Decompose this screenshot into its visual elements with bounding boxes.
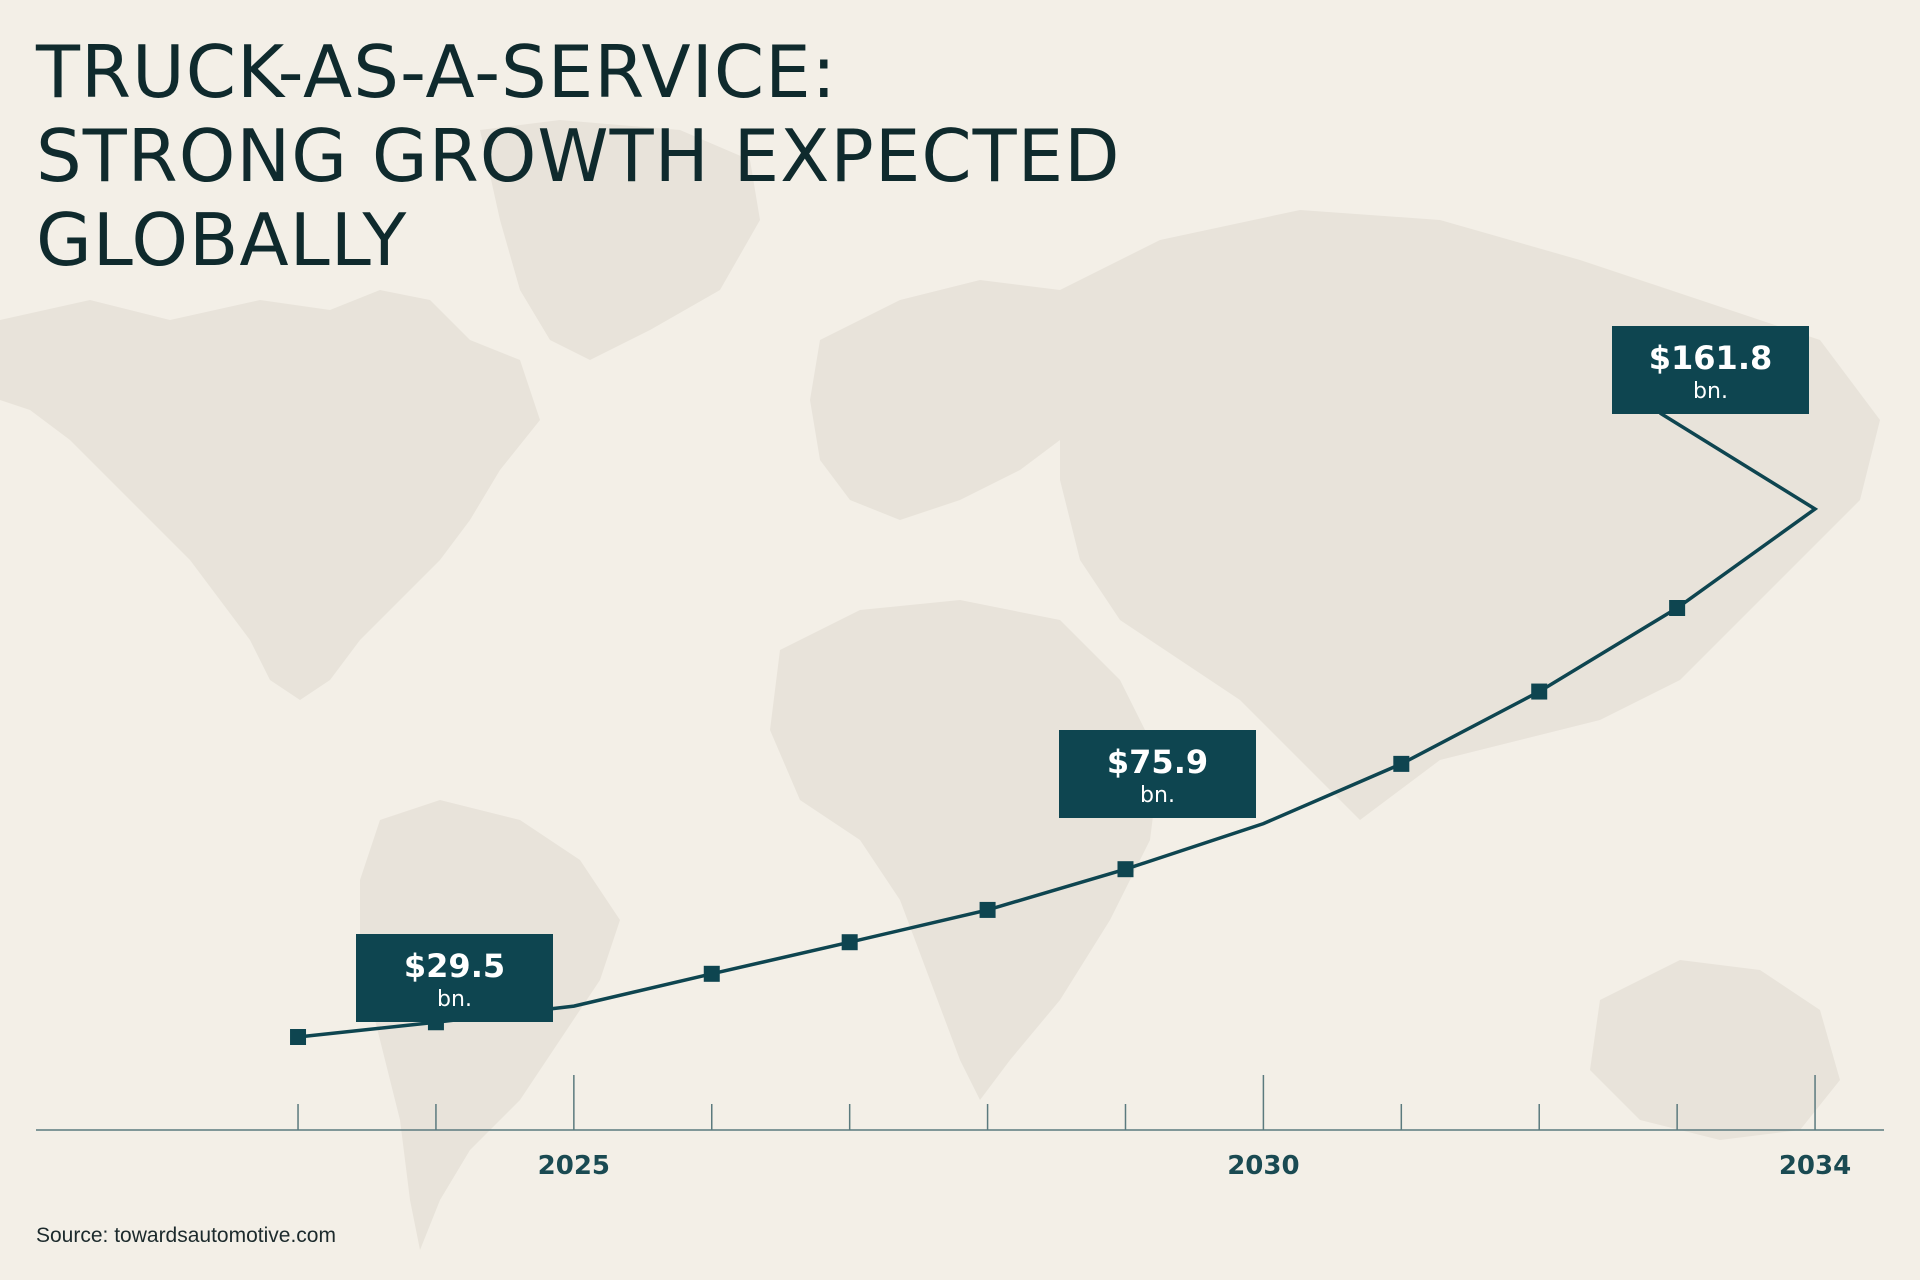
callout-unit-2030: bn. (1140, 783, 1175, 808)
data-point-2031 (1393, 755, 1410, 772)
callout-value-2030: $75.9 (1107, 743, 1208, 781)
data-point-2028 (979, 901, 996, 918)
callout-unit-2034: bn. (1693, 379, 1728, 404)
data-point-2029 (1117, 861, 1134, 878)
x-tick-label-2030: 2030 (1227, 1151, 1299, 1181)
data-point-2033 (1669, 600, 1686, 616)
callout-unit-2025: bn. (437, 987, 472, 1012)
title-line-2: STRONG GROWTH EXPECTED (36, 114, 1121, 198)
data-point-2032 (1531, 683, 1548, 700)
callout-box-2034 (1612, 326, 1809, 414)
data-point-2027 (841, 934, 858, 951)
callout-value-2034: $161.8 (1649, 339, 1772, 377)
callout-2034: $161.8bn. (1612, 326, 1809, 414)
x-axis-ticks (297, 1075, 1816, 1130)
source-note: Source: towardsautomotive.com (36, 1224, 336, 1247)
series-markers (290, 600, 1686, 1045)
map-africa (770, 600, 1160, 1100)
callout-value-2025: $29.5 (404, 947, 505, 985)
title-line-3: GLOBALLY (36, 198, 408, 282)
map-australia (1590, 960, 1840, 1140)
title-line-1: TRUCK-AS-A-SERVICE: (36, 30, 837, 114)
map-north-america (0, 290, 540, 700)
map-south-america (360, 800, 620, 1250)
chart-title: TRUCK-AS-A-SERVICE: STRONG GROWTH EXPECT… (36, 30, 1121, 282)
x-axis-tick-labels: 2025 2030 2034 (538, 1151, 1852, 1181)
data-point-2026 (703, 965, 720, 982)
x-tick-label-2025: 2025 (538, 1151, 610, 1181)
data-point-2023 (290, 1029, 307, 1045)
callout-box-2025 (356, 934, 553, 1022)
callout-2025: $29.5bn. (356, 934, 553, 1022)
x-tick-label-2034: 2034 (1779, 1151, 1851, 1181)
map-europe (810, 280, 1100, 520)
callout-2030: $75.9bn. (1059, 730, 1256, 818)
value-callouts: $29.5bn.$75.9bn.$161.8bn. (356, 326, 1809, 1022)
map-greenland (480, 120, 760, 360)
callout-box-2030 (1059, 730, 1256, 818)
